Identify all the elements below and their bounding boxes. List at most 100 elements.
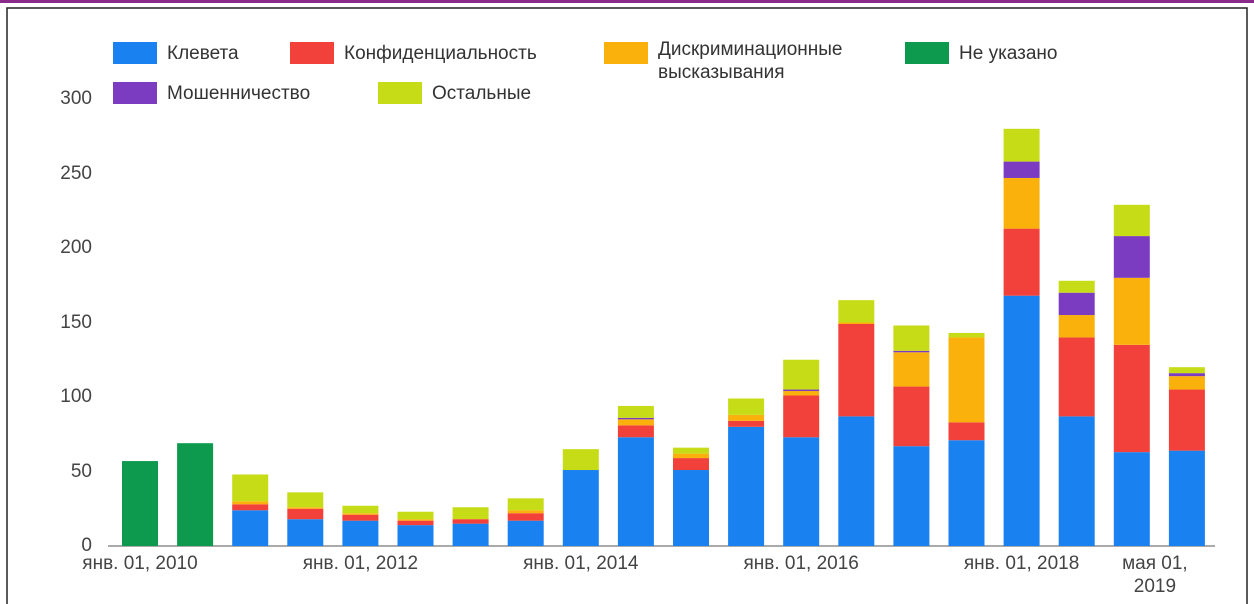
bar-segment [617,417,654,420]
bar-segment [893,350,930,353]
legend-swatch [113,42,157,64]
bar-segment [562,449,599,471]
bar-segment [1058,315,1095,338]
bar-segment [397,520,434,526]
bar-segment [673,458,709,471]
bar-segment [507,520,544,546]
bar-segment [452,507,489,520]
bar-segment [783,359,820,390]
legend-swatch [290,42,334,64]
bar-segment [783,389,820,392]
top-bar [0,0,1254,3]
bar-segment [1058,280,1095,293]
bar-segment [1113,277,1150,345]
x-tick-label: янв. 01, 2012 [302,553,419,574]
bar-segment [1168,367,1205,374]
bar-segment [783,437,820,546]
bar-segment [783,391,820,396]
bar-segment [342,520,379,546]
bar-segment [287,492,324,508]
bar-segment [838,323,875,417]
bar-segment [1113,344,1150,453]
bar-segment [948,332,985,338]
x-tick-label: мая 01, 2019 [1122,553,1188,597]
legend-item: Не указано [905,42,1058,65]
legend-swatch [905,42,949,64]
bar-segment [948,422,985,441]
legend-item: Клевета [113,42,239,65]
legend-item: Остальные [378,82,531,105]
y-tick-label: 300 [60,88,92,109]
y-tick-label: 200 [60,237,92,258]
bar-segment [122,461,158,546]
legend-swatch [604,42,648,64]
x-tick-label: янв. 01, 2014 [523,553,639,574]
bar-segment [1168,376,1205,390]
legend-item: Мошенничество [113,82,310,105]
bar-segment [1003,295,1040,546]
bar-segment [1003,228,1040,296]
bar-segment [728,420,765,427]
bar-segment [452,519,489,524]
bar-segment [1003,161,1040,178]
bar-segment [948,440,985,546]
legend-label: Конфиденциальность [344,43,537,64]
legend-label: Остальные [432,83,532,104]
bar-segment [673,453,709,459]
legend-item: Конфиденциальность [290,42,537,65]
y-tick-label: 100 [60,386,92,407]
x-tick-label: янв. 01, 2016 [743,553,859,574]
bar-segment [1113,204,1150,237]
bar-segment [1168,389,1205,451]
bar-segment [232,501,269,505]
bar-segment [287,507,324,509]
bar-segment [397,511,434,520]
bar-segment [232,510,269,546]
bar-segment [507,513,544,521]
bar-segment [1058,337,1095,417]
legend-swatch [378,82,422,104]
bar-segment [507,510,544,514]
bar-segment [397,519,434,521]
bar-segment [893,352,930,387]
bar-segment [452,523,489,546]
bar-segment [838,300,875,323]
bar-segment [838,322,875,324]
legend-swatch [113,82,157,104]
bar-segment [728,398,765,415]
legend-label: Мошенничество [167,83,311,104]
bar-segment [1113,236,1150,278]
bar-segment [1003,128,1040,162]
bar-segment [342,513,379,515]
bar-segment [838,416,875,546]
bar-segment [728,414,765,421]
legend-label: Дискриминационные высказывания [658,39,843,83]
x-tick-label: янв. 01, 2010 [82,553,198,574]
legend-label: Не указано [959,43,1058,64]
frame [6,7,1248,604]
bar-segment [342,514,379,521]
y-tick-label: 250 [60,162,92,184]
legend-item: Дискриминационные высказывания [604,39,898,84]
bar-segment [893,386,930,447]
y-tick-label: 0 [81,535,92,556]
bar-segment [177,443,214,546]
bar-segment [673,447,709,454]
bar-segment [948,337,985,423]
bar-segment [1168,450,1205,546]
bar-segment [617,419,654,426]
bar-segment [1113,452,1150,546]
bar-segment [232,474,269,502]
y-tick-label: 50 [70,460,92,482]
bar-segment [673,470,709,546]
bar-segment [287,508,324,520]
bar-segment [617,405,654,418]
bar-segment [893,325,930,351]
bar-segment [617,437,654,546]
bar-segment [1003,177,1040,229]
bar-segment [287,519,324,546]
bar-segment [562,470,599,546]
bar-segment [397,525,434,546]
bar-segment [1168,373,1205,377]
bar-segment [783,395,820,438]
